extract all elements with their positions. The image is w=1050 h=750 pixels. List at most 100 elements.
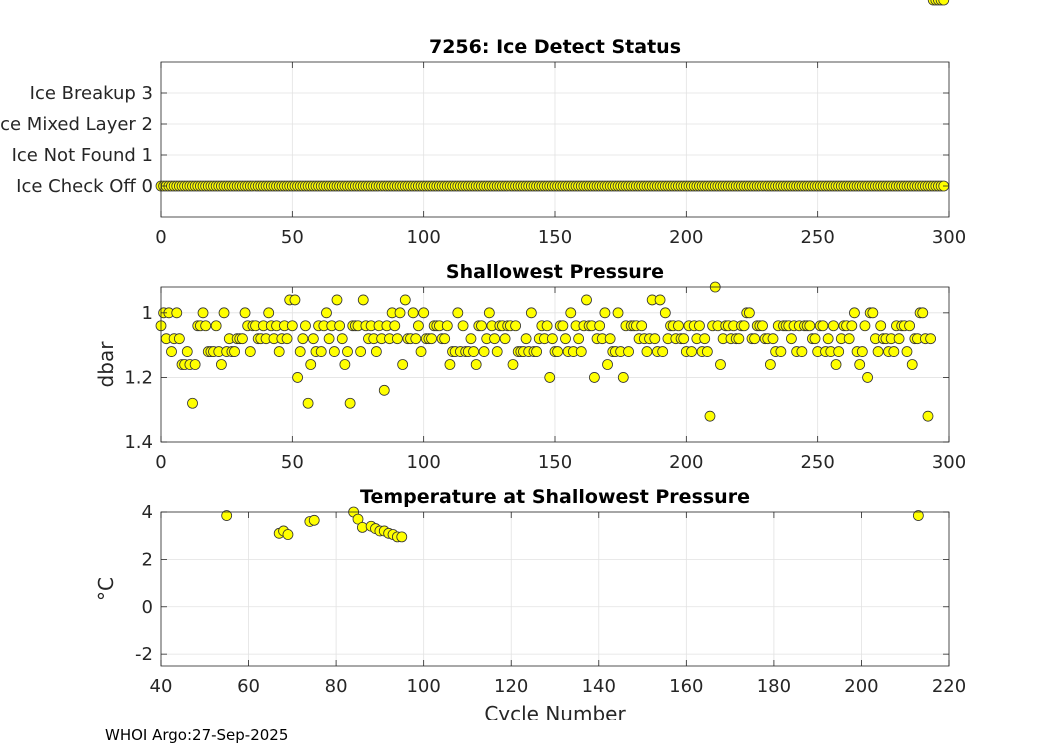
- data-point: [297, 333, 309, 345]
- data-point: [289, 294, 301, 306]
- data-point: [849, 307, 860, 319]
- data-point: [749, 333, 761, 345]
- data-point: [394, 307, 406, 319]
- chart-title: Shallowest Pressure: [446, 261, 664, 283]
- data-point: [470, 359, 482, 370]
- data-point: [912, 510, 924, 521]
- data-point: [391, 333, 403, 345]
- data-point: [216, 359, 227, 370]
- x-tick-label: 300: [932, 452, 966, 473]
- data-point: [315, 346, 327, 357]
- data-point: [499, 333, 511, 345]
- data-point: [355, 346, 367, 357]
- data-point: [197, 307, 209, 319]
- data-point: [294, 346, 306, 357]
- data-point: [525, 307, 537, 319]
- data-point: [854, 359, 866, 370]
- x-tick-label: 200: [669, 452, 703, 473]
- data-point: [307, 333, 319, 345]
- data-point: [673, 320, 684, 332]
- data-point: [418, 307, 430, 319]
- data-point: [426, 333, 437, 345]
- y-tick-label: Ice Breakup 3: [30, 83, 153, 104]
- data-point: [396, 531, 408, 543]
- data-point: [817, 320, 829, 332]
- data-point: [906, 359, 918, 370]
- x-axis-label: Cycle Number: [484, 702, 626, 720]
- data-point: [654, 294, 666, 306]
- data-point: [507, 359, 519, 370]
- data-point: [552, 346, 564, 357]
- data-point: [221, 510, 233, 521]
- x-tick-label: 200: [669, 227, 703, 248]
- data-point: [410, 333, 422, 345]
- x-tick-label: 40: [150, 676, 173, 697]
- y-tick-label: Ice Check Off 0: [16, 176, 153, 197]
- x-tick-label: 0: [155, 452, 166, 473]
- data-point: [649, 333, 661, 345]
- y-tick-label: 2: [142, 549, 153, 570]
- data-point: [828, 320, 839, 332]
- data-point: [189, 359, 201, 370]
- data-point: [775, 346, 787, 357]
- data-point: [305, 359, 317, 370]
- data-point: [617, 372, 629, 383]
- data-point: [704, 410, 716, 422]
- x-tick-label: 120: [494, 676, 528, 697]
- data-point: [701, 346, 713, 357]
- data-point: [292, 372, 303, 383]
- data-point: [181, 346, 193, 357]
- data-point: [612, 307, 624, 319]
- x-tick-label: 50: [281, 452, 304, 473]
- data-point: [822, 333, 834, 345]
- data-point: [520, 333, 532, 345]
- y-axis-label: dbar: [94, 341, 118, 388]
- x-tick-label: 220: [932, 676, 966, 697]
- data-point: [187, 397, 198, 409]
- data-point: [397, 359, 409, 370]
- data-point: [715, 359, 726, 370]
- data-point: [328, 346, 340, 357]
- data-point: [444, 359, 456, 370]
- data-point: [344, 397, 356, 409]
- data-point: [302, 397, 314, 409]
- data-point: [901, 346, 913, 357]
- axes-frame: [160, 511, 950, 667]
- footer-credit: WHOI Argo:27-Sep-2025: [105, 726, 289, 744]
- data-point: [846, 320, 858, 332]
- data-point: [166, 346, 177, 357]
- x-tick-label: 150: [538, 227, 572, 248]
- y-tick-label: 1.4: [124, 432, 153, 453]
- data-point: [925, 333, 937, 345]
- data-point: [589, 372, 600, 383]
- data-point: [439, 333, 451, 345]
- data-point: [678, 333, 690, 345]
- data-point: [904, 320, 915, 332]
- data-point: [229, 346, 240, 357]
- data-point: [796, 346, 808, 357]
- data-point: [738, 320, 750, 332]
- x-tick-label: 250: [800, 452, 834, 473]
- data-point: [541, 320, 553, 332]
- data-point: [491, 346, 503, 357]
- x-tick-label: 300: [932, 227, 966, 248]
- data-point: [546, 333, 558, 345]
- data-point: [867, 307, 879, 319]
- data-point: [452, 307, 464, 319]
- data-point: [336, 333, 348, 345]
- x-tick-label: 50: [281, 227, 304, 248]
- chart-title: 7256: Ice Detect Status: [429, 36, 681, 58]
- y-tick-label: 4: [142, 502, 153, 523]
- data-point: [357, 294, 369, 306]
- data-point: [636, 320, 648, 332]
- data-point: [893, 333, 905, 345]
- data-point: [659, 307, 671, 319]
- data-point: [733, 333, 745, 345]
- data-point: [623, 346, 634, 357]
- data-point: [917, 307, 929, 319]
- data-point: [531, 346, 543, 357]
- x-tick-label: 180: [757, 676, 791, 697]
- data-point: [465, 333, 477, 345]
- data-point: [478, 346, 490, 357]
